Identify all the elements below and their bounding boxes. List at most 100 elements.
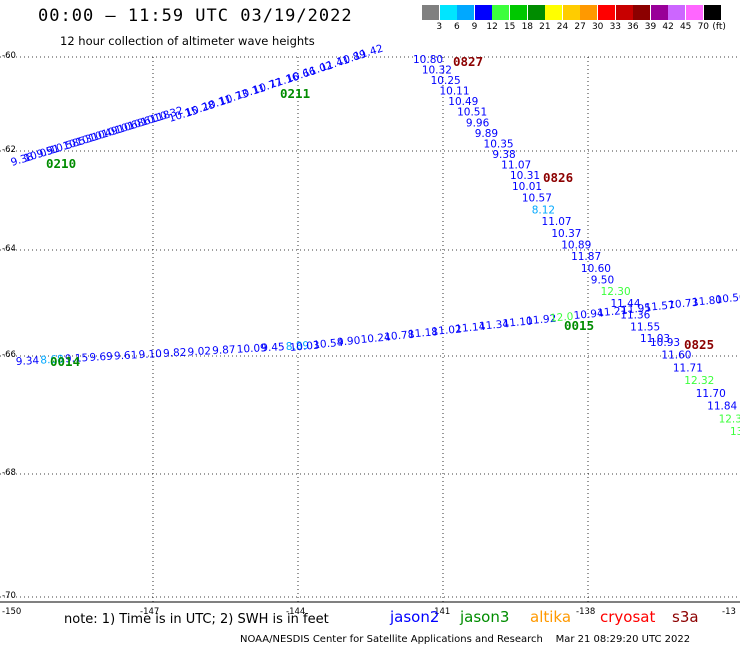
wave-height-reading: 11.21 <box>597 305 628 320</box>
wave-height-reading: 9.89 <box>475 128 498 140</box>
wave-height-reading: 11.18 <box>408 326 439 341</box>
color-scale-label: 33 <box>609 22 622 32</box>
wave-height-reading: 10.94 <box>573 307 604 322</box>
wave-height-reading: 11.70 <box>696 388 726 400</box>
longitude-label: -150 <box>2 607 22 617</box>
wave-height-reading: 10.51 <box>457 107 487 119</box>
color-scale-label: 45 <box>679 22 692 32</box>
color-scale-label: 36 <box>627 22 639 32</box>
wave-height-reading: 9.38 <box>492 149 515 161</box>
color-scale-label: 6 <box>454 22 460 32</box>
wave-height-reading: 10.11 <box>439 86 469 98</box>
color-scale-label: 24 <box>556 22 569 32</box>
wave-height-reading: 11.92 <box>526 313 557 328</box>
color-swatch <box>562 5 580 20</box>
longitude-label: -138 <box>576 607 596 617</box>
wave-height-reading: 8.89 <box>286 340 310 353</box>
latitude-label: -62 <box>2 145 16 155</box>
latitude-label: -68 <box>2 468 16 478</box>
wave-height-reading: 9.82 <box>163 347 187 360</box>
wave-height-reading: 11.03 <box>640 333 670 345</box>
satellite-name: s3a <box>672 608 699 626</box>
longitude-label: -141 <box>431 607 451 617</box>
wave-height-reading: 9.69 <box>89 351 113 364</box>
wave-height-reading: 11.60 <box>661 350 691 362</box>
credit-text: NOAA/NESDIS Center for Satellite Applica… <box>240 634 543 645</box>
wave-height-reading: 11.02 <box>431 323 462 338</box>
color-swatch <box>615 5 633 20</box>
color-swatch <box>650 5 668 20</box>
color-scale-unit: (ft) <box>712 22 726 32</box>
wave-height-reading: 9.02 <box>187 345 211 358</box>
wave-height-reading: 11.14 <box>455 321 486 336</box>
page-subtitle: 12 hour collection of altimeter wave hei… <box>60 34 315 48</box>
wave-height-reading: 10.93 <box>650 337 680 349</box>
wave-height-reading: 11.71 <box>673 362 703 374</box>
satellite-name: cryosat <box>600 608 656 626</box>
page-title: 00:00 – 11:59 UTC 03/19/2022 <box>38 6 353 26</box>
wave-height-reading: 10.25 <box>431 75 461 87</box>
wave-height-reading: 11.55 <box>630 321 660 333</box>
wave-height-reading: 10.56 <box>715 291 740 306</box>
wave-height-reading: 11.07 <box>542 216 572 228</box>
color-swatch <box>545 5 563 20</box>
wave-height-reading: 11.95 <box>621 302 652 317</box>
latitude-label: -60 <box>2 51 16 61</box>
color-swatch <box>527 5 545 20</box>
wave-height-reading: 11.84 <box>707 401 737 413</box>
wave-height-reading: 9.90 <box>337 335 361 349</box>
wave-height-reading: 9.50 <box>591 275 614 287</box>
color-scale-label: 12 <box>486 22 498 32</box>
wave-height-reading: 11.42 <box>352 43 384 63</box>
wave-height-reading: 11.44 <box>610 298 640 310</box>
pass-time-label: 0825 <box>684 337 714 352</box>
wave-height-reading: 9.45 <box>261 341 285 354</box>
wave-height-reading: 10.09 <box>236 342 267 356</box>
color-scale-label: 18 <box>521 22 534 32</box>
wave-height-reading: 9.96 <box>466 117 490 129</box>
wave-height-reading: 10.24 <box>360 331 391 346</box>
satellite-name: altika <box>530 608 572 626</box>
wave-height-reading: 11.80 <box>692 294 723 309</box>
color-swatch <box>598 5 615 20</box>
wave-height-reading: 9.10 <box>138 348 162 361</box>
longitude-label: -13 <box>722 607 736 617</box>
footer-note: note: 1) Time is in UTC; 2) SWH is in fe… <box>64 612 329 627</box>
wave-height-reading: 10.89 <box>561 239 591 251</box>
color-scale-label: 30 <box>591 22 604 32</box>
wave-height-reading: 9.87 <box>212 344 236 357</box>
wave-height-reading: 10.35 <box>484 138 514 150</box>
color-scale-label: 15 <box>503 22 516 32</box>
wave-height-reading: 11.07 <box>501 159 531 171</box>
latitude-label: -66 <box>2 350 16 360</box>
satellite-name: jason3 <box>460 608 510 626</box>
color-swatch <box>633 5 651 20</box>
color-swatch <box>686 5 703 20</box>
pass-time-label: 0211 <box>280 86 310 101</box>
wave-height-reading: 12.32 <box>684 375 714 387</box>
latitude-label: -70 <box>2 591 16 601</box>
wave-height-reading: 9.15 <box>65 352 89 365</box>
wave-height-reading: 10.54 <box>313 337 344 352</box>
color-scale-label: 21 <box>539 22 551 32</box>
wave-height-reading: 10.49 <box>448 96 478 108</box>
color-swatch <box>492 5 510 20</box>
pass-time-label: 0014 <box>50 354 80 369</box>
wave-height-reading: 12.0 <box>550 311 574 325</box>
color-swatch <box>422 5 439 20</box>
wave-height-reading: 10.32 <box>422 65 452 77</box>
color-scale-label: 70 <box>697 22 710 32</box>
wave-height-reading: 10.73 <box>668 297 699 312</box>
wave-height-reading: 12.30 <box>601 286 631 298</box>
satellite-name: jason2 <box>390 608 440 626</box>
latitude-label: -64 <box>2 244 16 254</box>
wave-height-reading: 10.31 <box>510 170 540 182</box>
wave-height-reading: 11.57 <box>644 299 675 314</box>
longitude-label: -147 <box>140 607 160 617</box>
color-scale-label: 42 <box>662 22 674 32</box>
wave-height-reading: 13 <box>730 426 740 438</box>
color-swatch <box>457 5 475 20</box>
wave-height-reading: 10.37 <box>551 228 581 240</box>
